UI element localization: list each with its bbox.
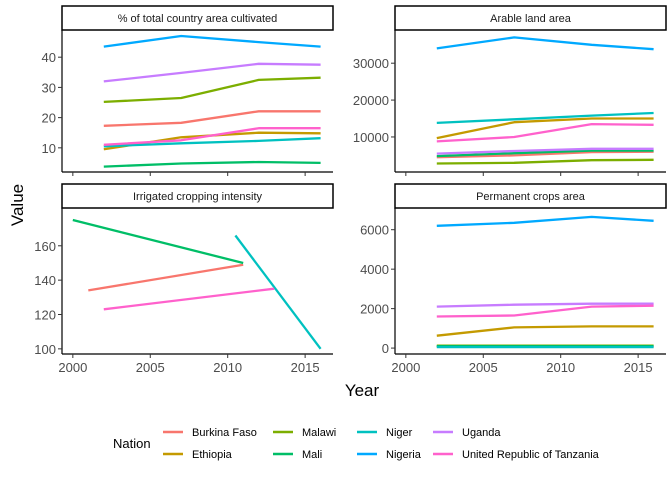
y-tick-label: 6000	[360, 223, 389, 238]
legend-item-niger: Niger	[357, 427, 413, 439]
y-tick-label: 10000	[353, 130, 389, 145]
facet-strip-title: % of total country area cultivated	[118, 13, 278, 25]
x-tick-label: 2015	[624, 360, 653, 375]
legend-label: Niger	[386, 427, 413, 439]
legend-label: Mali	[302, 449, 322, 461]
x-tick-label: 2005	[469, 360, 498, 375]
legend-item-uganda: Uganda	[433, 427, 501, 439]
series-line-uganda	[436, 302, 654, 308]
x-tick-label: 2010	[213, 360, 242, 375]
y-tick-label: 160	[34, 239, 56, 254]
series-line-malawi	[436, 158, 654, 165]
y-tick-label: 20	[42, 111, 56, 126]
series-line-nigeria	[436, 36, 654, 51]
legend: Nation Burkina Faso Ethiopia Malawi Mali Nige…	[113, 427, 600, 461]
series-line-mali	[72, 218, 244, 265]
x-tick-label: 2010	[546, 360, 575, 375]
series-line-nigeria	[436, 215, 654, 227]
series-line-united-republic-of-tanzania	[103, 287, 275, 311]
x-tick-label: 2015	[291, 360, 320, 375]
facet-irrigated-cropping-intensity: Irrigated cropping intensity 100 120 140 160…	[34, 183, 334, 375]
series-line-mali	[103, 160, 321, 168]
facet-strip	[61, 5, 334, 31]
legend-item-nigeria: Nigeria	[357, 449, 422, 461]
series-line-malawi	[103, 76, 321, 104]
legend-label: Malawi	[302, 427, 336, 439]
y-tick-label: 40	[42, 50, 56, 65]
series-line-burkina-faso	[103, 110, 321, 127]
y-tick-label: 100	[34, 342, 56, 357]
y-tick-label: 30	[42, 80, 56, 95]
y-axis-title: Value	[8, 184, 27, 226]
series-line-uganda	[103, 62, 321, 83]
facet-strip-title: Permanent crops area	[476, 191, 586, 203]
y-tick-label: 140	[34, 273, 56, 288]
x-tick-label: 2000	[391, 360, 420, 375]
x-tick-label: 2005	[136, 360, 165, 375]
legend-label: Nigeria	[386, 449, 422, 461]
series-line-nigeria	[103, 34, 321, 48]
legend-item-mali: Mali	[273, 449, 322, 461]
legend-item-united-republic-of-tanzania: United Republic of Tanzania	[433, 449, 600, 461]
legend-label: Burkina Faso	[192, 427, 257, 439]
y-tick-label: 120	[34, 307, 56, 322]
series-line-ethiopia	[436, 325, 654, 337]
y-tick-label: 30000	[353, 56, 389, 71]
x-axis-title: Year	[345, 381, 380, 400]
series-line-united-republic-of-tanzania	[436, 304, 654, 318]
facet-arable-land-area: Arable land area 10000 20000 30000	[353, 5, 667, 176]
series-line-mali	[436, 149, 654, 158]
series-line-niger	[234, 234, 322, 350]
y-tick-label: 10	[42, 141, 56, 156]
legend-item-burkina-faso: Burkina Faso	[163, 427, 257, 439]
legend-label: Ethiopia	[192, 449, 233, 461]
y-tick-label: 4000	[360, 262, 389, 277]
facet-strip	[394, 183, 667, 209]
series-line-uganda	[436, 147, 654, 155]
series-line-burkina-faso	[436, 150, 654, 159]
series-line-united-republic-of-tanzania	[436, 122, 654, 143]
y-tick-label: 20000	[353, 93, 389, 108]
y-tick-label: 2000	[360, 302, 389, 317]
facet-of-total-country-area-cultivated: % of total country area cultivated 10 20 30…	[42, 5, 334, 176]
legend-item-malawi: Malawi	[273, 427, 336, 439]
legend-item-ethiopia: Ethiopia	[163, 449, 233, 461]
facet-strip	[394, 5, 667, 31]
facet-panels: % of total country area cultivated 10 20 30…	[34, 5, 667, 375]
series-line-burkina-faso	[88, 263, 244, 292]
facet-strip-title: Arable land area	[490, 13, 572, 25]
legend-label: Uganda	[462, 427, 501, 439]
x-tick-label: 2000	[58, 360, 87, 375]
facet-strip-title: Irrigated cropping intensity	[133, 191, 263, 203]
series-line-niger	[103, 137, 321, 148]
legend-title: Nation	[113, 436, 151, 451]
legend-label: United Republic of Tanzania	[462, 449, 600, 461]
facet-strip	[61, 183, 334, 209]
series-line-ethiopia	[436, 117, 654, 140]
y-tick-label: 0	[382, 341, 389, 356]
series-line-united-republic-of-tanzania	[103, 127, 321, 146]
series-line-niger	[436, 111, 654, 125]
